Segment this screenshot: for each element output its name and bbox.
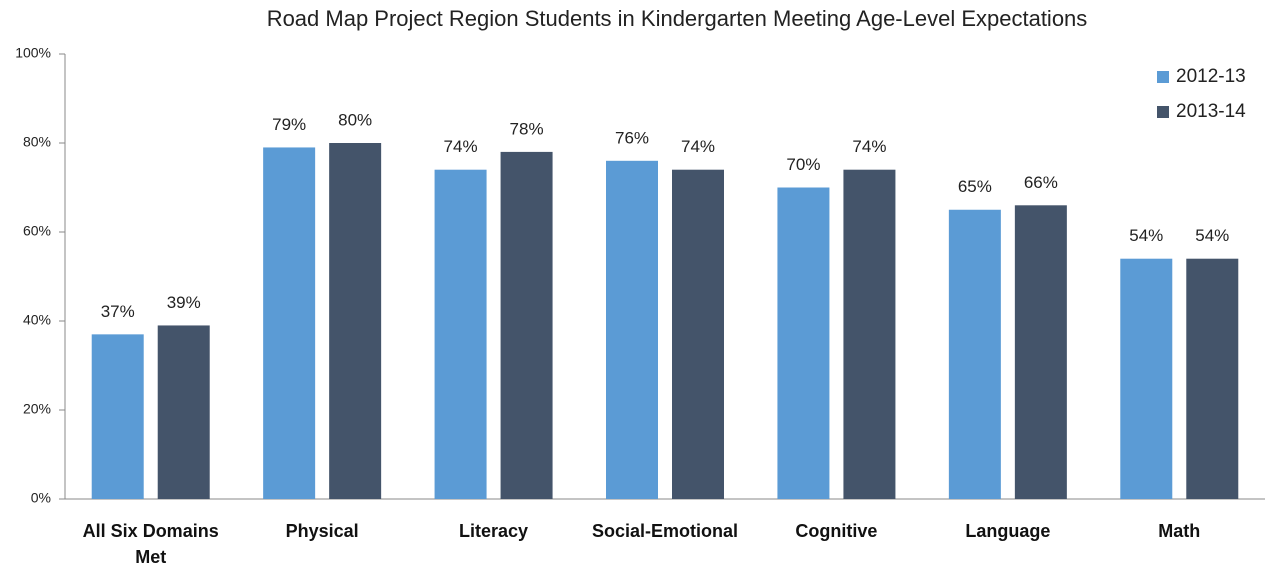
x-tick-label: Physical (285, 521, 359, 541)
bar (329, 143, 382, 499)
legend-swatch (1157, 106, 1169, 118)
bar (91, 334, 144, 499)
x-tick-label: Language (965, 521, 1051, 541)
value-label: 74% (681, 137, 715, 156)
y-tick-label: 0% (31, 490, 51, 506)
value-label: 37% (101, 302, 135, 321)
y-tick-label: 60% (23, 223, 51, 239)
legend-swatch (1157, 71, 1169, 83)
x-tick-label: Math (1158, 521, 1201, 541)
bar (263, 147, 316, 499)
legend-label: 2012-13 (1176, 66, 1246, 87)
bar (1120, 258, 1173, 499)
value-label: 76% (615, 128, 649, 147)
x-tick-label: Cognitive (795, 521, 878, 541)
x-tick-label: All Six Domains Met (82, 521, 219, 567)
bar (157, 325, 210, 499)
bar (1186, 258, 1239, 499)
value-label: 78% (510, 119, 544, 138)
value-label: 80% (338, 110, 372, 129)
x-tick-label: Social-Emotional (591, 521, 739, 541)
value-label: 79% (272, 115, 306, 134)
y-tick-label: 100% (15, 45, 51, 61)
value-label: 74% (444, 137, 478, 156)
bar (1014, 205, 1067, 500)
bar (777, 187, 830, 499)
bar (606, 160, 658, 500)
value-label: 74% (852, 137, 886, 156)
chart-title: Road Map Project Region Students in Kind… (267, 6, 1088, 31)
bar (948, 209, 1001, 499)
bar (843, 169, 896, 499)
value-label: 54% (1195, 226, 1229, 245)
y-tick-label: 20% (23, 401, 51, 417)
bar (672, 169, 724, 499)
value-label: 70% (786, 155, 820, 174)
y-tick-label: 40% (23, 312, 51, 328)
value-label: 54% (1129, 226, 1163, 245)
bar (434, 169, 487, 499)
value-label: 39% (167, 293, 201, 312)
bar (500, 151, 553, 499)
x-tick-label: Literacy (459, 521, 529, 541)
value-label: 65% (958, 177, 992, 196)
value-label: 66% (1024, 173, 1058, 192)
legend-label: 2013-14 (1176, 101, 1246, 122)
y-tick-label: 80% (23, 134, 51, 150)
